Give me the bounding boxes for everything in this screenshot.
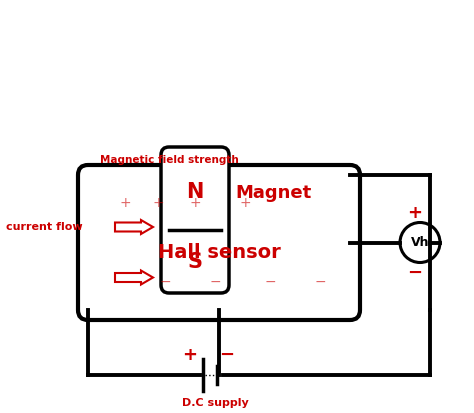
Text: −: − xyxy=(264,275,276,289)
Text: D.C supply: D.C supply xyxy=(182,398,248,408)
Text: N: N xyxy=(186,183,204,202)
Text: −: − xyxy=(314,275,326,289)
Text: S: S xyxy=(188,252,202,271)
Text: +: + xyxy=(152,196,164,210)
Text: −: − xyxy=(159,275,171,289)
Text: +: + xyxy=(239,196,251,210)
FancyBboxPatch shape xyxy=(161,147,229,293)
Text: Magnet: Magnet xyxy=(235,183,311,202)
FancyArrow shape xyxy=(115,271,153,285)
Text: Magnetic field strength: Magnetic field strength xyxy=(100,155,239,165)
Text: −: − xyxy=(209,275,221,289)
Text: Hall sensor: Hall sensor xyxy=(158,243,281,262)
FancyBboxPatch shape xyxy=(78,165,360,320)
FancyArrow shape xyxy=(115,220,153,234)
Text: +: + xyxy=(182,346,198,364)
Text: −: − xyxy=(114,275,126,289)
Text: +: + xyxy=(408,204,422,221)
Text: −: − xyxy=(408,263,422,282)
Text: current flow: current flow xyxy=(6,222,83,232)
Text: −: − xyxy=(219,346,235,364)
Text: +: + xyxy=(119,196,131,210)
Text: Vh: Vh xyxy=(411,236,429,249)
Text: +: + xyxy=(189,196,201,210)
